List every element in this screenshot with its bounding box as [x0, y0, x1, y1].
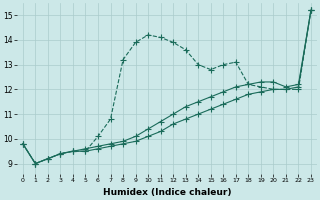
X-axis label: Humidex (Indice chaleur): Humidex (Indice chaleur) [103, 188, 231, 197]
